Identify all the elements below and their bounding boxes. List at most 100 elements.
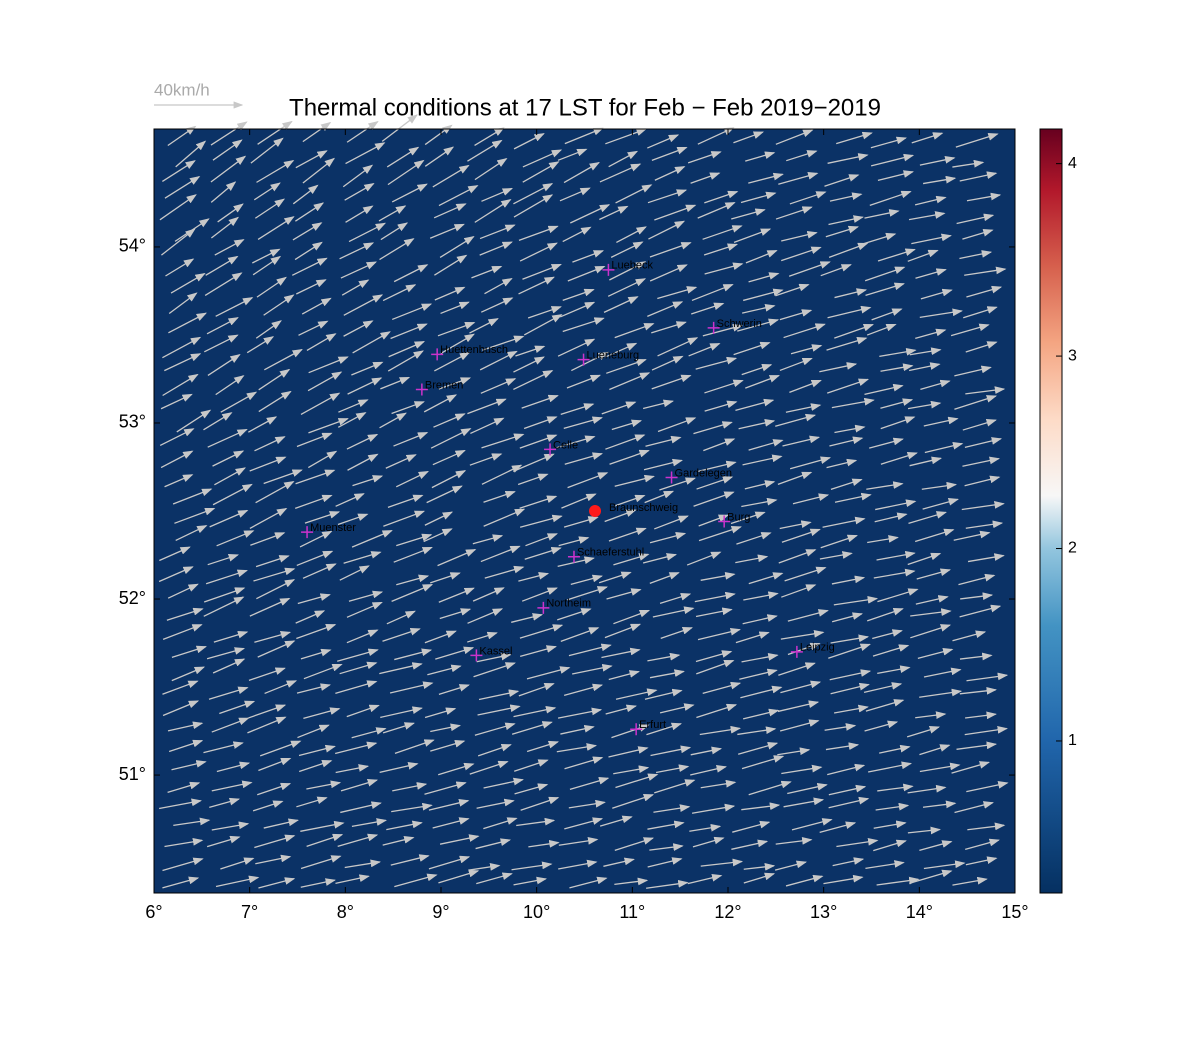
wind-arrow: [743, 872, 776, 884]
wind-arrow: [955, 133, 999, 148]
wind-arrow: [876, 550, 916, 561]
wind-arrow: [480, 378, 517, 394]
wind-arrow: [513, 133, 545, 150]
wind-arrow: [737, 318, 780, 332]
wind-arrow: [390, 323, 428, 340]
wind-arrow: [424, 781, 467, 795]
wind-arrow: [650, 745, 692, 757]
wind-arrow: [434, 286, 466, 301]
wind-arrow: [481, 433, 525, 449]
wind-arrow: [822, 516, 866, 528]
wind-arrow: [952, 630, 987, 642]
wind-arrow: [826, 378, 870, 394]
wind-arrow: [657, 286, 698, 300]
wind-arrow: [521, 394, 559, 409]
wind-arrow: [651, 374, 692, 390]
wind-arrow: [704, 190, 739, 204]
wind-arrow: [212, 658, 246, 674]
wind-arrow: [787, 642, 821, 656]
wind-arrow: [257, 782, 292, 796]
wind-arrow: [307, 371, 343, 392]
city: Luebeck: [602, 260, 654, 276]
wind-arrow: [473, 662, 516, 678]
wind-arrow: [469, 318, 499, 334]
wind-arrow: [387, 494, 424, 508]
wind-arrow: [306, 333, 337, 351]
wind-arrow: [168, 312, 207, 334]
wind-arrow: [434, 351, 471, 372]
wind-arrow: [915, 711, 947, 719]
wind-arrow: [781, 528, 821, 543]
wind-arrow: [738, 419, 776, 430]
wind-arrow: [351, 818, 388, 827]
wind-arrow: [296, 432, 333, 448]
colorbar-tick-label: 3: [1068, 347, 1077, 364]
wind-arrow: [698, 526, 742, 542]
wind-arrow: [647, 134, 680, 149]
wind-arrow: [247, 716, 287, 734]
wind-arrow: [655, 764, 690, 774]
wind-arrow: [864, 383, 904, 396]
wind-arrow: [787, 609, 829, 622]
wind-arrow: [696, 660, 735, 675]
wind-arrow: [424, 707, 457, 719]
wind-arrow: [511, 721, 553, 735]
wind-arrow: [873, 820, 907, 829]
wind-arrow: [964, 266, 1007, 276]
wind-arrow: [253, 182, 281, 201]
wind-arrow: [566, 586, 608, 601]
wind-arrow: [956, 213, 995, 225]
wind-arrow: [427, 664, 462, 676]
wind-arrow: [691, 302, 725, 315]
wind-arrow: [688, 343, 721, 357]
wind-arrow: [647, 301, 684, 317]
wind-arrow: [484, 565, 525, 579]
wind-arrow: [394, 873, 438, 888]
wind-arrow: [954, 395, 998, 410]
wind-arrow: [432, 449, 466, 466]
wind-arrow: [908, 211, 946, 221]
wind-arrow: [920, 379, 951, 391]
city: Kassel: [470, 645, 512, 662]
wind-arrow: [479, 241, 513, 256]
wind-arrow: [966, 285, 1003, 298]
wind-arrow: [741, 755, 785, 770]
wind-arrow: [778, 172, 819, 185]
wind-arrow: [211, 717, 250, 733]
wind-arrow: [649, 572, 680, 584]
wind-arrow: [642, 553, 678, 564]
wind-arrow: [907, 784, 947, 794]
wind-arrow: [301, 297, 332, 315]
wind-arrow: [695, 607, 733, 618]
wind-arrow: [522, 161, 560, 183]
wind-arrow: [386, 820, 423, 831]
wind-arrow: [352, 331, 391, 354]
wind-arrow: [569, 777, 610, 790]
wind-arrow: [659, 477, 696, 491]
wind-arrow: [519, 624, 564, 639]
wind-arrow: [649, 242, 692, 258]
highlight-marker: [589, 505, 602, 517]
wind-arrow: [910, 624, 952, 639]
wind-arrow: [775, 206, 813, 220]
wind-arrow: [167, 721, 204, 732]
city-label: Gardelegen: [675, 467, 733, 479]
city-marker: [707, 321, 720, 334]
wind-arrow: [482, 335, 525, 351]
wind-arrow: [208, 686, 249, 700]
wind-arrow: [869, 190, 912, 206]
wind-arrow: [215, 297, 254, 317]
wind-arrow: [613, 553, 650, 566]
wind-arrow: [604, 509, 637, 523]
wind-arrow: [518, 225, 559, 242]
wind-arrow: [956, 741, 998, 750]
x-tick-label: 11°: [619, 902, 645, 922]
wind-arrow: [647, 189, 688, 204]
wind-arrow: [476, 872, 513, 885]
wind-arrow: [962, 228, 994, 240]
wind-arrow: [431, 470, 467, 489]
city-marker: [415, 383, 428, 396]
wind-arrow: [647, 820, 685, 830]
wind-arrow: [249, 597, 291, 617]
